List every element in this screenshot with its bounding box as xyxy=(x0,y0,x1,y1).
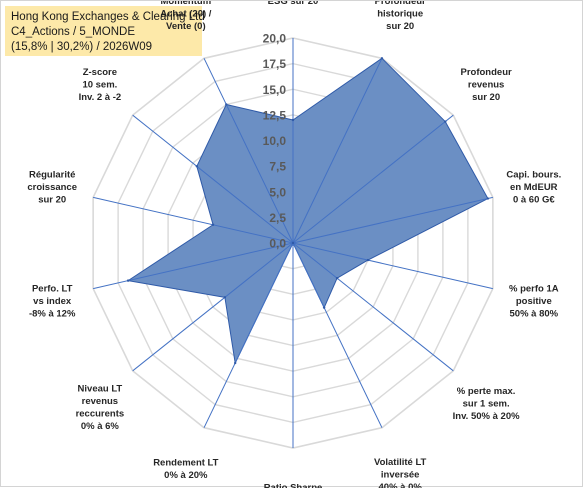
chart-title-box xyxy=(5,6,202,56)
data-point xyxy=(223,296,227,299)
data-point xyxy=(380,57,384,60)
category-label: Volatilité LT inversée 40% à 0% xyxy=(374,457,427,488)
axis-spoke xyxy=(292,114,454,244)
radial-tick-label: 10,0 xyxy=(263,134,287,148)
category-label: Momentum Achat (20) / Vente (0) xyxy=(160,1,212,32)
chart-title: Hong Kong Exchanges & Clearing Ltd xyxy=(11,11,205,23)
data-point xyxy=(126,279,130,282)
data-point xyxy=(195,165,199,168)
radial-tick-label: 12,5 xyxy=(263,108,287,122)
axis-spoke xyxy=(292,242,454,372)
category-label: Rendement LT 0% à 20% xyxy=(153,458,218,482)
axis-spoke xyxy=(132,114,294,244)
data-point xyxy=(291,241,295,245)
data-point xyxy=(444,120,447,123)
axis-spoke xyxy=(132,242,294,372)
axis-spoke xyxy=(292,58,383,244)
axis-spoke xyxy=(292,242,383,428)
data-point xyxy=(486,197,490,200)
chart-subtitle-stats: (15,8% | 30,2%) / 2026W09 xyxy=(11,41,153,53)
category-label: Niveau LT revenus reccurents 0% à 6% xyxy=(76,384,125,433)
data-point xyxy=(225,103,228,106)
category-label: NoteESG sur 20 xyxy=(268,1,319,7)
radial-tick-label: 5,0 xyxy=(269,185,286,199)
radial-tick-label: 15,0 xyxy=(263,83,287,97)
chart-subtitle-category: C4_Actions / 5_MONDE xyxy=(11,26,135,38)
radial-tick-label: 0,0 xyxy=(269,237,286,251)
radial-tick-label: 2,5 xyxy=(269,211,286,225)
category-label: Régularité croissance sur 20 xyxy=(27,170,77,206)
axis-spoke xyxy=(292,242,493,290)
axis-spoke xyxy=(203,58,294,244)
axis-spoke xyxy=(93,196,294,244)
radial-tick-label: 7,5 xyxy=(269,160,286,174)
data-point xyxy=(211,223,215,226)
axis-spoke xyxy=(93,242,294,290)
category-label: Profondeur historique sur 20 xyxy=(375,1,426,32)
data-point xyxy=(366,258,370,262)
category-label: Profondeur revenus sur 20 xyxy=(461,67,512,103)
radial-tick-label: 17,5 xyxy=(263,57,287,71)
category-label: % perfo 1A positive 50% à 80% xyxy=(509,283,559,319)
category-label: % perte max. sur 1 sem. Inv. 50% à 20% xyxy=(453,386,520,422)
data-point xyxy=(335,276,339,280)
category-label: Z-score 10 sem. Inv. 2 à -2 xyxy=(79,67,122,103)
category-label: Capi. bours. en MdEUR 0 à 60 G€ xyxy=(506,170,561,206)
data-point xyxy=(233,361,237,365)
data-point xyxy=(291,118,295,122)
radial-tick-label: 20,0 xyxy=(263,32,287,46)
axis-spoke xyxy=(203,242,294,428)
category-label: Ratio Sharpe0 à 1 xyxy=(264,482,323,488)
axis-spoke xyxy=(292,196,493,244)
data-point xyxy=(322,306,326,309)
category-label: Perfo. LT vs index -8% à 12% xyxy=(29,283,76,319)
